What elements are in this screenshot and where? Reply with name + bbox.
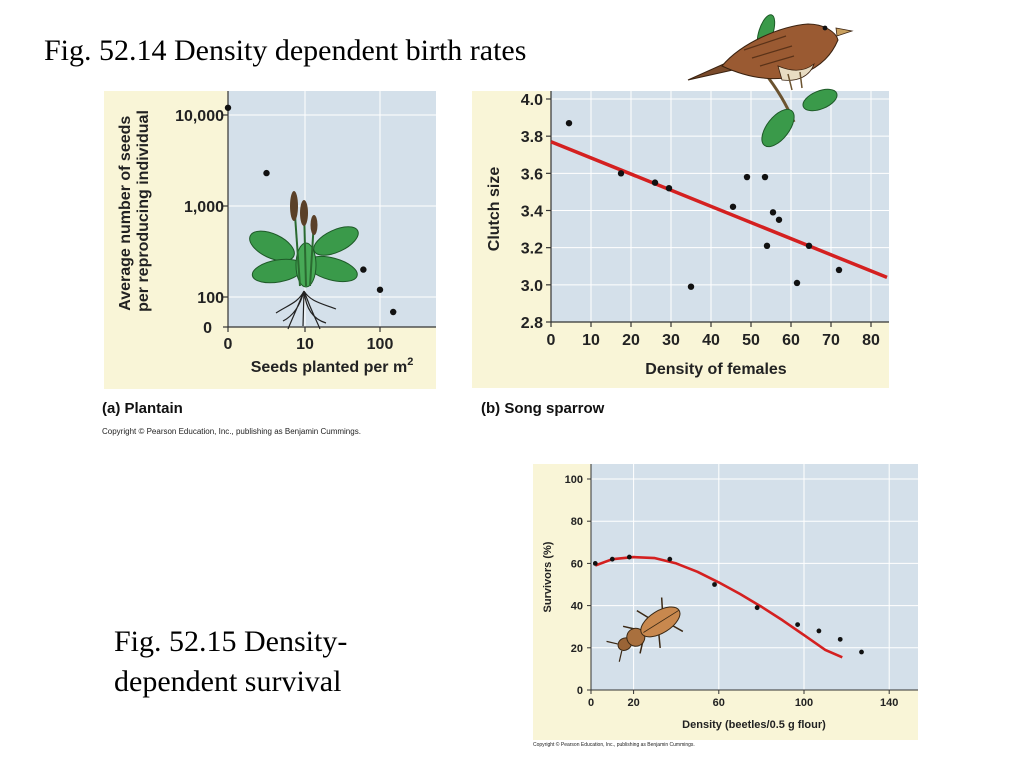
x-axis-label: Seeds planted per m2 — [251, 356, 414, 376]
x-tick-label: 50 — [742, 332, 760, 349]
x-tick-label: 80 — [862, 332, 880, 349]
y-axis-label: Average number of seeds per reproducing … — [117, 110, 152, 312]
data-point — [360, 266, 367, 273]
x-axis-label: Density (beetles/0.5 g flour) — [682, 719, 826, 731]
data-point — [837, 636, 843, 642]
data-point — [754, 605, 760, 611]
y-tick-label: 80 — [571, 516, 583, 528]
y-tick-label: 100 — [197, 290, 224, 307]
data-point — [651, 179, 659, 186]
y-tick-label: 3.6 — [521, 166, 543, 183]
x-tick-label: 60 — [713, 697, 725, 709]
caption-line: dependent survival — [114, 665, 342, 698]
x-tick-label: 140 — [880, 697, 898, 709]
data-point — [263, 169, 270, 177]
regression-line — [550, 140, 888, 280]
data-point — [390, 308, 397, 316]
plantain-illustration — [249, 191, 359, 330]
data-point — [729, 203, 737, 210]
x-tick-label: 0 — [547, 332, 556, 349]
x-tick-label: 30 — [662, 332, 680, 349]
data-point — [665, 185, 673, 192]
x-axis-label: Density of females — [645, 361, 786, 378]
x-tick-label: 0 — [224, 336, 233, 353]
y-axis-label-line: per reproducing individual — [135, 110, 152, 312]
data-point — [224, 104, 232, 111]
y-tick-label: 3.4 — [521, 204, 543, 221]
plantain-chart: 0 10 100 0 100 1,000 10,000 Seeds planted per … — [104, 91, 436, 389]
y-tick-label: 2.8 — [521, 315, 543, 332]
data-point — [687, 283, 695, 290]
caption-line: Fig. 52.15 Density- — [114, 625, 348, 658]
data-point — [376, 286, 384, 293]
data-point — [667, 556, 673, 562]
data-point — [763, 242, 771, 250]
song-sparrow-chart: 0 10 20 30 40 50 60 70 80 2.8 3.0 3.2 3.4 3.6 3.8 4.0 D… — [472, 91, 889, 388]
data-point — [775, 216, 783, 223]
y-tick-label: 100 — [565, 474, 583, 486]
figure-caption: Fig. 52.15 Density- dependent survival — [114, 622, 347, 702]
fit-curve — [594, 555, 843, 659]
plot-area — [228, 91, 436, 327]
data-point — [835, 266, 843, 274]
panel-label-b: (b) Song sparrow — [481, 400, 605, 417]
plot-area — [551, 91, 889, 322]
x-tick-label: 10 — [582, 332, 600, 349]
y-axis-label-line: Average number of seeds — [117, 116, 134, 311]
y-tick-label: 1,000 — [184, 199, 224, 216]
y-tick-label: 3.0 — [521, 278, 543, 295]
y-tick-label: 3.8 — [521, 129, 543, 146]
y-axis-label: Survivors (%) — [542, 541, 554, 612]
x-tick-label: 60 — [782, 332, 800, 349]
data-point — [795, 622, 801, 627]
data-point — [609, 556, 615, 562]
data-point — [793, 279, 801, 287]
data-point — [565, 119, 573, 127]
data-point — [805, 242, 813, 250]
beetle-survival-chart: 0 20 60 100 140 0 20 40 60 80 100 Density (beetles… — [533, 464, 918, 740]
y-tick-label: 0 — [577, 685, 583, 697]
y-axis-label: Clutch size — [486, 167, 503, 252]
y-tick-label: 3.2 — [521, 241, 543, 258]
copyright-top: Copyright © Pearson Education, Inc., pub… — [102, 427, 361, 436]
slide-title: Fig. 52.14 Density dependent birth rates — [44, 34, 527, 67]
y-tick-label: 10,000 — [175, 108, 224, 125]
data-point — [617, 170, 625, 177]
data-point — [859, 649, 864, 655]
y-tick-label: 20 — [571, 643, 583, 655]
data-point — [769, 209, 777, 216]
x-tick-label: 100 — [795, 697, 813, 709]
beetle-illustration — [606, 597, 684, 662]
plot-area — [591, 464, 918, 690]
data-point — [712, 582, 717, 587]
copyright-bottom: Copyright © Pearson Education, Inc., pub… — [533, 742, 695, 748]
x-tick-label: 20 — [627, 697, 639, 709]
y-tick-label: 60 — [571, 558, 583, 570]
data-point — [743, 173, 751, 181]
x-tick-label: 20 — [622, 332, 640, 349]
x-tick-label: 40 — [702, 332, 720, 349]
y-tick-label: 4.0 — [521, 92, 543, 109]
data-point — [816, 628, 822, 634]
panel-label-a: (a) Plantain — [102, 400, 183, 417]
y-tick-label: 40 — [571, 601, 583, 613]
data-point — [626, 554, 632, 560]
data-point — [592, 561, 598, 566]
x-tick-label: 100 — [367, 336, 394, 353]
x-tick-label: 10 — [296, 336, 314, 353]
sparrow-illustration — [687, 14, 854, 148]
x-tick-label: 0 — [588, 697, 594, 709]
x-tick-label: 70 — [822, 332, 840, 349]
y-tick-label: 0 — [203, 320, 212, 337]
data-point — [761, 173, 769, 181]
